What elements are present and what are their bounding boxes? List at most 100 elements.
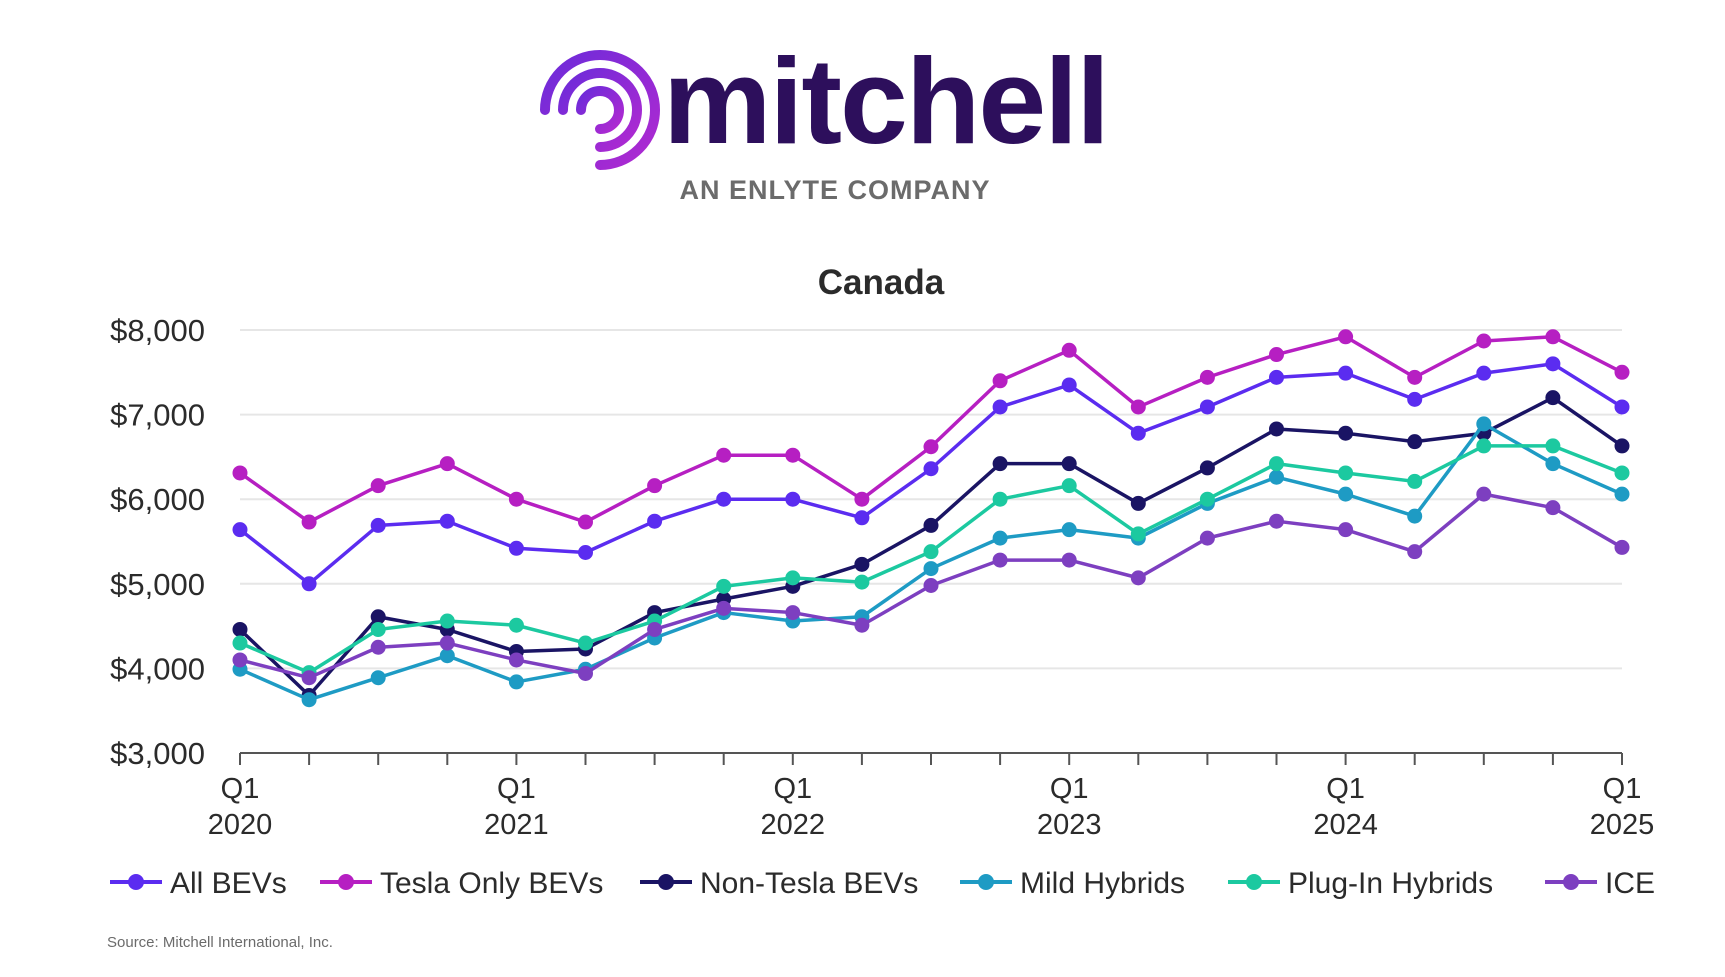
data-point: [1130, 570, 1146, 586]
data-point: [370, 517, 386, 533]
legend-item: Plug-In Hybrids: [1228, 867, 1493, 900]
data-point: [785, 570, 801, 586]
data-point: [1476, 333, 1492, 349]
data-point: [1476, 365, 1492, 381]
data-point: [508, 617, 524, 633]
legend-label: Mild Hybrids: [1020, 867, 1185, 900]
source-note: Source: Mitchell International, Inc.: [107, 934, 333, 951]
x-tick-label-quarter: Q1: [1326, 773, 1365, 805]
data-point: [1199, 530, 1215, 546]
legend-label: Plug-In Hybrids: [1288, 867, 1493, 900]
brand-name: mitchell: [663, 33, 1108, 169]
data-point: [1476, 438, 1492, 454]
legend-item: All BEVs: [110, 867, 287, 900]
data-point: [370, 478, 386, 494]
data-point: [578, 665, 593, 681]
series-ice: [232, 486, 1630, 686]
data-point: [232, 465, 248, 481]
x-tick-label-year: 2021: [484, 809, 549, 841]
data-point: [1545, 390, 1561, 406]
data-point: [1476, 416, 1492, 432]
series: [232, 329, 1630, 708]
data-point: [439, 456, 455, 472]
data-point: [1476, 486, 1492, 502]
data-point: [508, 491, 524, 507]
y-tick-label: $7,000: [110, 398, 205, 433]
data-point: [1407, 544, 1423, 560]
data-point: [716, 600, 732, 616]
x-tick-label-quarter: Q1: [773, 773, 812, 805]
data-point: [232, 652, 248, 668]
chart-title: Canada: [818, 263, 945, 302]
series-plug-in-hybrids: [232, 438, 1630, 681]
data-point: [578, 635, 593, 651]
legend-item: Mild Hybrids: [960, 867, 1185, 900]
data-point: [647, 478, 663, 494]
data-point: [301, 514, 317, 530]
mitchell-logo: mitchell AN ENLYTE COMPANY: [535, 33, 1110, 205]
y-tick-label: $4,000: [110, 651, 205, 686]
x-tick-label-year: 2024: [1313, 809, 1378, 841]
y-tick-label: $8,000: [110, 313, 205, 348]
data-point: [1130, 425, 1146, 441]
data-point: [1338, 425, 1354, 441]
data-point: [1407, 473, 1423, 489]
axes: $3,000 $4,000 $5,000 $6,000 $7,000 $8,000 Q1 20…: [110, 313, 1654, 841]
data-point: [854, 491, 870, 507]
x-tick-label-year: 2022: [761, 809, 826, 841]
data-point: [1269, 513, 1284, 529]
data-point: [992, 373, 1008, 389]
x-tick-label-year: 2023: [1037, 809, 1102, 841]
data-point: [1130, 495, 1146, 511]
data-point: [1061, 522, 1077, 538]
data-point: [370, 639, 386, 655]
data-point: [370, 621, 386, 637]
legend-swatch-marker: [658, 874, 674, 890]
data-point: [301, 692, 317, 708]
data-point: [992, 530, 1008, 546]
y-tick-label: $6,000: [110, 482, 205, 517]
data-point: [439, 635, 455, 651]
data-point: [1614, 364, 1630, 380]
data-point: [1269, 369, 1284, 385]
legend-label: ICE: [1605, 867, 1655, 900]
data-point: [301, 670, 317, 686]
data-point: [923, 544, 939, 560]
data-point: [1545, 456, 1561, 472]
legend-swatch-marker: [1563, 874, 1579, 890]
data-point: [647, 513, 663, 529]
data-point: [1061, 377, 1077, 393]
data-point: [508, 674, 524, 690]
data-point: [1338, 329, 1354, 345]
data-point: [508, 540, 524, 556]
data-point: [1061, 342, 1077, 358]
data-point: [439, 613, 455, 629]
data-point: [439, 648, 455, 664]
legend-label: Non-Tesla BEVs: [700, 867, 918, 900]
data-point: [1338, 522, 1354, 538]
legend: All BEVs Tesla Only BEVs Non-Tesla BEVs Mil…: [110, 867, 1655, 900]
data-point: [508, 652, 524, 668]
legend-swatch-marker: [1246, 874, 1262, 890]
data-point: [923, 439, 939, 455]
data-point: [854, 574, 870, 590]
data-point: [301, 576, 317, 592]
data-point: [439, 513, 455, 529]
data-point: [578, 544, 593, 560]
data-point: [232, 522, 248, 538]
y-tick-label: $3,000: [110, 736, 205, 771]
data-point: [854, 510, 870, 526]
data-point: [1269, 456, 1284, 472]
data-point: [1407, 434, 1423, 450]
logo-mark-icon: [535, 50, 660, 170]
legend-item: Non-Tesla BEVs: [640, 867, 918, 900]
legend-swatch-marker: [978, 874, 994, 890]
legend-label: Tesla Only BEVs: [380, 867, 603, 900]
data-point: [370, 670, 386, 686]
data-point: [716, 578, 732, 594]
data-point: [1545, 329, 1561, 345]
data-point: [1130, 526, 1146, 542]
data-point: [923, 461, 939, 477]
data-point: [1338, 365, 1354, 381]
data-point: [1338, 465, 1354, 481]
